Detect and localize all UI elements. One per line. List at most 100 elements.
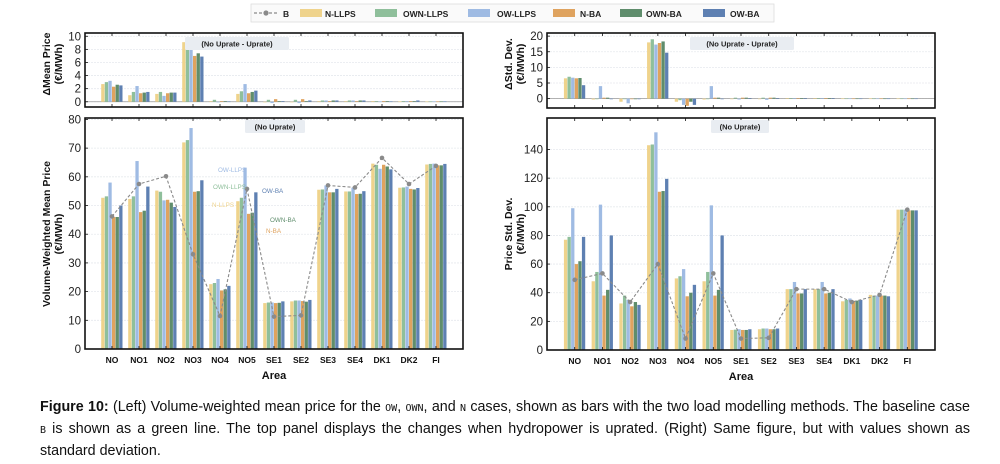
bar-ow-llps-no1 [135,86,139,102]
bar-own-llps-fi [900,98,904,100]
bar-n-ba-se3 [328,101,332,102]
caption-text: cases, shown as bars with the two load m… [466,399,970,415]
bar-n-ba-no4 [220,101,224,102]
baseline-b-point-no1 [600,271,605,276]
bar-n-ba-fi [907,98,911,100]
bar-n-ba-no5 [247,93,251,102]
legend-label-own-ba: OWN-BA [646,9,682,19]
bar-n-llps-se2 [290,101,294,103]
series-label-n-ba: N-BA [266,228,282,235]
bar-own-llps-fi [428,163,433,349]
y-tick-label: 20 [530,31,543,43]
legend-b-marker-icon [263,10,269,16]
bar-own-ba-dk2 [412,101,416,102]
bar-own-ba-no2 [633,302,638,350]
bar-n-llps-no3 [647,42,651,99]
x-tick-label: NO5 [705,356,723,366]
bar-own-llps-se1 [733,97,738,99]
panel-annotation: (No Uprate) [720,123,761,132]
bar-own-ba-dk2 [412,189,416,349]
bar-ow-ba-no4 [227,101,231,103]
baseline-b-point-se2 [766,335,772,341]
bar-n-llps-se4 [344,191,348,349]
bar-ow-ba-se2 [308,100,312,102]
bar-ow-ba-fi [914,210,918,350]
bar-ow-llps-no3 [654,132,658,350]
baseline-b-point-no [572,277,578,283]
bar-ow-llps-se2 [765,328,769,350]
caption-code-b: B [40,425,47,436]
bar-ow-ba-no3 [665,178,669,350]
baseline-b-point-se1 [738,336,744,341]
legend: B N-LLPS OWN-LLPS OW-LLPS N-BA OWN-BA OW-BA [250,3,775,23]
x-tick-label: NO1 [594,356,612,366]
bar-own-llps-no3 [185,140,190,349]
bar-n-llps-se3 [317,101,321,102]
bar-own-ba-no1 [606,289,610,350]
bar-n-llps-no5 [702,281,706,350]
bar-own-ba-dk1 [385,101,389,102]
x-tick-label: NO5 [238,355,256,365]
y-tick-label: 120 [524,173,543,185]
bar-own-llps-fi [900,209,904,350]
bar-own-llps-no4 [678,276,682,350]
bar-own-ba-se4 [358,100,362,102]
x-tick-label: DK1 [843,356,860,366]
bar-n-llps-no3 [182,42,186,102]
bar-own-llps-no5 [706,98,710,100]
bar-n-llps-se3 [317,189,321,349]
bar-ow-ba-se4 [831,98,835,99]
bar-own-ba-no2 [169,202,173,349]
bar-n-llps-se4 [344,101,348,102]
bar-own-ba-no4 [223,101,227,102]
baseline-b-point-se1 [271,314,277,319]
bar-n-llps-no [101,84,105,102]
bar-n-llps-se2 [757,329,762,350]
bar-ow-llps-no2 [162,200,166,349]
bar-n-llps-se3 [785,98,789,99]
bar-ow-ba-no3 [665,52,669,99]
bar-ow-llps-se1 [270,101,274,104]
bar-n-ba-fi [436,101,440,103]
bar-ow-llps-no [108,80,112,102]
y-tick-label: 0 [75,97,81,109]
bar-ow-llps-fi [903,209,907,350]
x-tick-label: SE2 [293,355,309,365]
baseline-b-point-fi [433,163,439,169]
bar-n-ba-no4 [220,290,224,349]
baseline-b-point-no3 [655,261,661,267]
bar-ow-ba-dk2 [416,188,420,349]
bar-ow-llps-no1 [135,161,139,349]
y-axis-label-line: (€/MWh) [515,44,527,85]
bar-own-llps-no2 [622,295,627,350]
annotation-box [245,120,305,133]
bar-n-ba-se2 [768,97,773,99]
bar-n-ba-dk1 [382,164,386,349]
bar-ow-ba-fi [914,98,918,100]
bar-n-llps-dk2 [868,98,873,100]
baseline-b-point-se4 [352,185,358,190]
bar-n-ba-se1 [741,97,745,99]
bar-own-ba-no3 [196,191,200,349]
bar-own-ba-se3 [331,100,335,102]
bar-ow-ba-no [581,85,586,99]
bar-own-llps-dk1 [844,299,848,350]
bar-n-llps-no1 [128,95,132,102]
bar-n-ba-se1 [274,303,278,349]
bar-ow-ba-no2 [637,98,641,100]
bar-n-llps-no4 [209,101,213,102]
bar-ow-ba-fi [443,101,447,103]
legend-label-own-llps: OWN-LLPS [403,9,449,19]
bar-ow-llps-no1 [598,86,603,99]
bar-own-ba-no5 [716,289,721,350]
bar-n-llps-se4 [813,98,817,99]
bar-own-llps-no [567,76,571,99]
bar-ow-ba-se2 [775,328,780,350]
bar-own-llps-se1 [266,99,271,102]
series-label-ow-llps: OW-LLPS [218,167,246,174]
y-axis-label: Volume-Weighted Mean Price(€/MWh) [41,161,65,307]
bar-own-ba-se2 [772,329,776,350]
baseline-b-point-se4 [821,286,827,292]
bar-n-ba-se4 [824,98,828,99]
y-tick-label: 30 [68,258,81,270]
